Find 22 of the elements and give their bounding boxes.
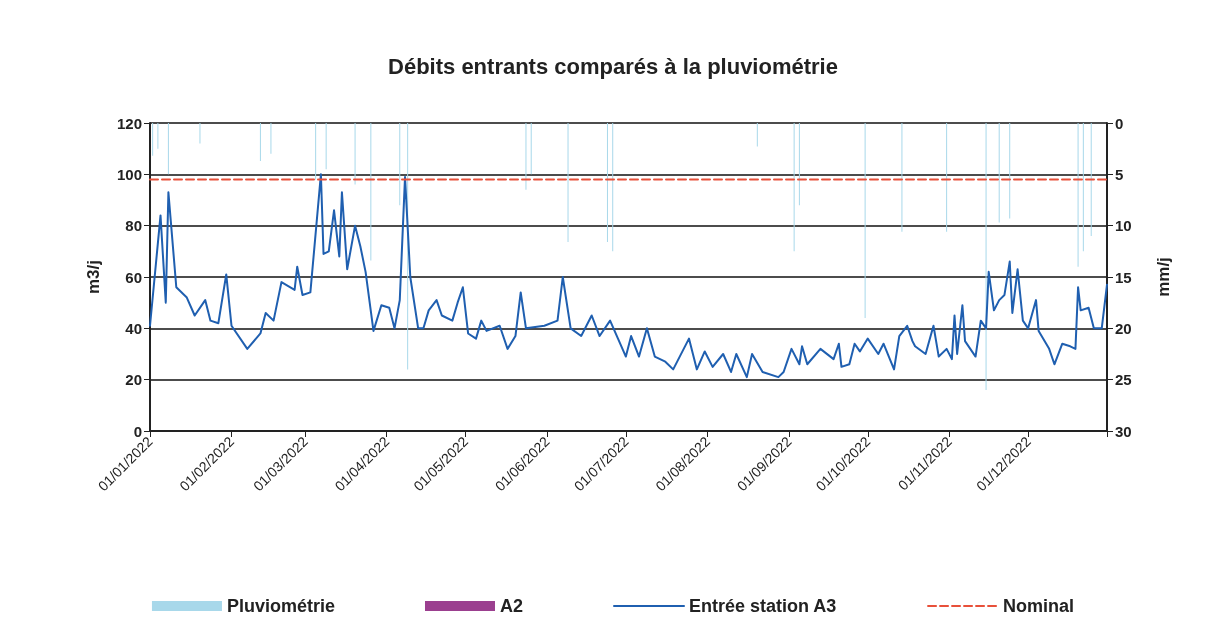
y-tick-label: 40 [125, 319, 142, 337]
y-tick-label: 100 [116, 165, 142, 183]
y-tick-label: 0 [133, 422, 142, 440]
legend-label: Nominal [1003, 596, 1075, 616]
y2-tick-label: 0 [1115, 114, 1124, 132]
legend-label: Entrée station A3 [689, 596, 837, 616]
y2-tick-label: 20 [1115, 319, 1132, 337]
y2-tick-label: 25 [1115, 371, 1132, 389]
y-tick-label: 80 [125, 217, 142, 235]
line-series [149, 173, 1108, 379]
y-axis-title: m3/j [84, 259, 103, 295]
y2-tick-label: 30 [1115, 422, 1132, 440]
y-tick-label: 20 [125, 371, 142, 389]
y2-tick-label: 5 [1115, 165, 1124, 183]
y-tick-label: 120 [116, 114, 142, 132]
y2-axis-title: mm/j [1154, 257, 1173, 297]
y2-tick-label: 10 [1115, 217, 1132, 235]
legend-label: A2 [499, 596, 524, 616]
chart-title: Débits entrants comparés à la pluviométrie [388, 53, 838, 79]
y-tick-label: 60 [125, 268, 142, 286]
legend-label: Pluviométrie [226, 596, 335, 616]
y2-tick-label: 15 [1115, 268, 1132, 286]
